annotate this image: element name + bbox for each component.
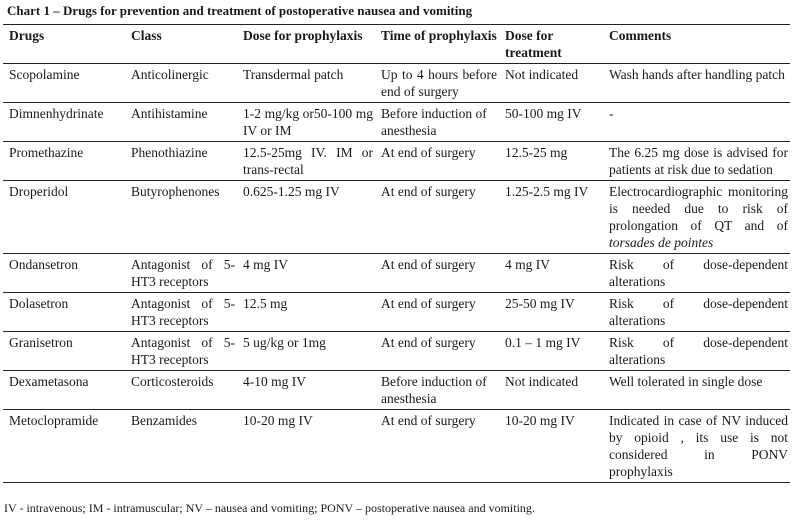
cell-dose-prophylaxis: 12.5-25mg IV. IM or trans-rectal	[243, 145, 373, 177]
table-row: Scopolamine Anticolinergic Transdermal p…	[3, 64, 790, 103]
drugs-table: Drugs Class Dose for prophylaxis Time of…	[3, 24, 790, 483]
cell-comments: Risk of dose-dependent alterations	[609, 335, 788, 367]
cell-dose-prophylaxis: Transdermal patch	[243, 67, 344, 82]
cell-comments: Well tolerated in single dose	[609, 374, 763, 389]
cell-comments: Indicated in case of NV induced by opioi…	[609, 413, 788, 479]
cell-drug: Dolasetron	[9, 296, 69, 311]
cell-dose-treatment: 50-100 mg IV	[505, 106, 582, 121]
table-header-row: Drugs Class Dose for prophylaxis Time of…	[3, 24, 790, 64]
cell-class: Phenothiazine	[131, 145, 208, 160]
table-row: Dexametasona Corticosteroids 4-10 mg IV …	[3, 371, 790, 410]
header-comments: Comments	[609, 28, 672, 43]
cell-drug: Granisetron	[9, 335, 73, 350]
header-class: Class	[131, 28, 162, 43]
cell-dose-prophylaxis: 0.625-1.25 mg IV	[243, 184, 340, 199]
cell-class: Antihistamine	[131, 106, 208, 121]
cell-time: Before induction of anesthesia	[381, 106, 487, 138]
cell-comments: Risk of dose-dependent alterations	[609, 257, 788, 289]
cell-comments: The 6.25 mg dose is advised for patients…	[609, 145, 788, 177]
cell-dose-prophylaxis: 4-10 mg IV	[243, 374, 306, 389]
cell-dose-treatment: Not indicated	[505, 374, 579, 389]
cell-dose-treatment: 4 mg IV	[505, 257, 550, 272]
cell-class: Antagonist of 5-HT3 receptors	[131, 335, 235, 367]
cell-dose-treatment: 12.5-25 mg	[505, 145, 568, 160]
cell-time: Before induction of anesthesia	[381, 374, 487, 406]
header-dose-treatment: Dose for treatment	[505, 28, 562, 60]
cell-drug: Metoclopramide	[9, 413, 99, 428]
table-row: Metoclopramide Benzamides 10-20 mg IV At…	[3, 410, 790, 483]
cell-drug: Droperidol	[9, 184, 69, 199]
cell-time: Up to 4 hours before end of surgery	[381, 67, 497, 99]
header-time-prophylaxis: Time of prophylaxis	[381, 28, 497, 43]
cell-class: Anticolinergic	[131, 67, 209, 82]
cell-class: Benzamides	[131, 413, 197, 428]
table-row: Granisetron Antagonist of 5-HT3 receptor…	[3, 332, 790, 371]
cell-dose-prophylaxis: 5 ug/kg or 1mg	[243, 335, 326, 350]
cell-dose-treatment: 0.1 – 1 mg IV	[505, 335, 581, 350]
cell-dose-prophylaxis: 1-2 mg/kg or50-100 mg IV or IM	[243, 106, 373, 138]
cell-time: At end of surgery	[381, 413, 476, 428]
cell-time: At end of surgery	[381, 296, 476, 311]
table-row: Droperidol Butyrophenones 0.625-1.25 mg …	[3, 181, 790, 254]
table-row: Dolasetron Antagonist of 5-HT3 receptors…	[3, 293, 790, 332]
cell-comments: Electrocardiographic monitoring is neede…	[603, 181, 790, 254]
header-drugs: Drugs	[9, 28, 45, 43]
cell-dose-treatment: 25-50 mg IV	[505, 296, 575, 311]
table-caption: Chart 1 – Drugs for prevention and treat…	[7, 3, 473, 18]
cell-comments: Wash hands after handling patch	[609, 67, 785, 82]
cell-dose-prophylaxis: 12.5 mg	[243, 296, 288, 311]
cell-time: At end of surgery	[381, 184, 476, 199]
cell-comments: Risk of dose-dependent alterations	[609, 296, 788, 328]
cell-class: Corticosteroids	[131, 374, 214, 389]
cell-time: At end of surgery	[381, 145, 476, 160]
cell-time: At end of surgery	[381, 257, 476, 272]
cell-drug: Ondansetron	[9, 257, 78, 272]
table-row: Dimnenhydrinate Antihistamine 1-2 mg/kg …	[3, 103, 790, 142]
cell-drug: Scopolamine	[9, 67, 80, 82]
table-row: Ondansetron Antagonist of 5-HT3 receptor…	[3, 254, 790, 293]
cell-dose-prophylaxis: 10-20 mg IV	[243, 413, 313, 428]
table-row: Promethazine Phenothiazine 12.5-25mg IV.…	[3, 142, 790, 181]
cell-dose-treatment: 10-20 mg IV	[505, 413, 575, 428]
comment-italic-term: torsades de pointes	[609, 235, 714, 250]
cell-dose-treatment: 1.25-2.5 mg IV	[505, 184, 589, 199]
cell-time: At end of surgery	[381, 335, 476, 350]
cell-drug: Dexametasona	[9, 374, 89, 389]
cell-dose-treatment: Not indicated	[505, 67, 579, 82]
cell-class: Antagonist of 5-HT3 receptors	[131, 257, 235, 289]
cell-comments: -	[609, 106, 614, 121]
comment-text: Electrocardiographic monitoring is neede…	[609, 184, 788, 233]
cell-drug: Promethazine	[9, 145, 84, 160]
cell-drug: Dimnenhydrinate	[9, 106, 104, 121]
table-footnote: IV - intravenous; IM - intramuscular; NV…	[4, 501, 535, 515]
cell-class: Butyrophenones	[131, 184, 220, 199]
header-dose-prophylaxis: Dose for prophylaxis	[243, 28, 363, 43]
cell-dose-prophylaxis: 4 mg IV	[243, 257, 288, 272]
cell-class: Antagonist of 5-HT3 receptors	[131, 296, 235, 328]
